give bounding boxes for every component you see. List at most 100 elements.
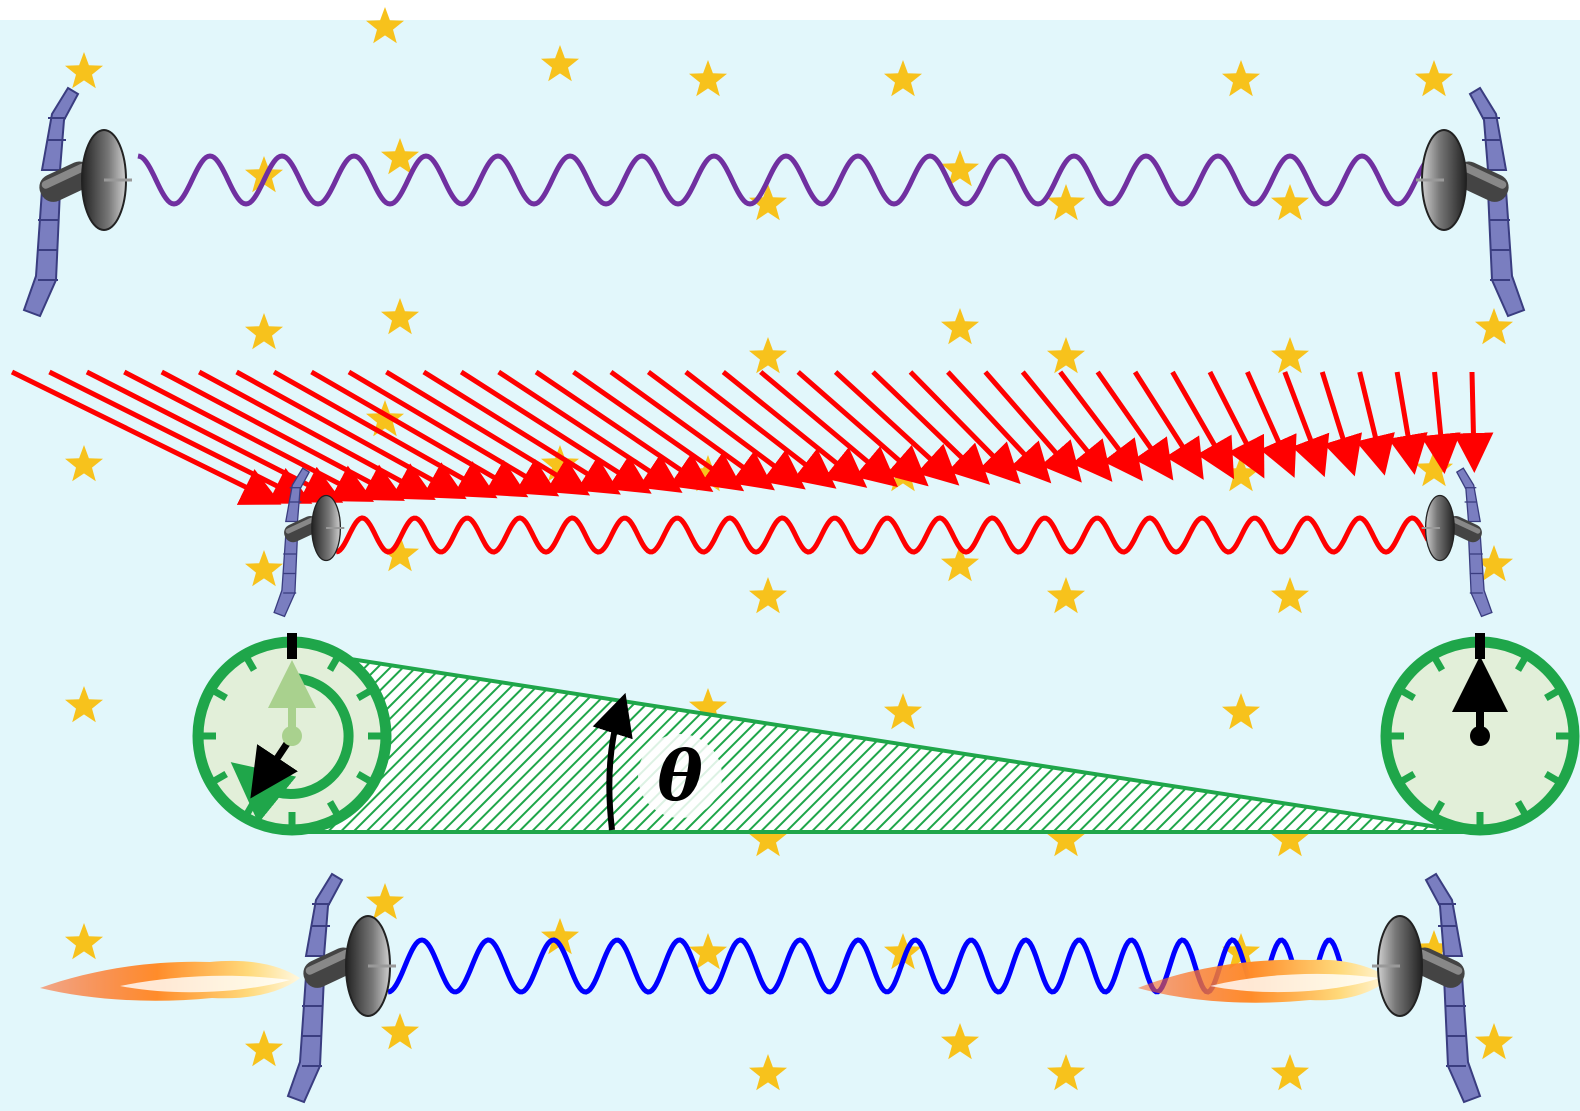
gravity-arrow	[1420, 371, 1461, 474]
gravity-arrow	[908, 370, 1021, 485]
star-icon	[366, 400, 404, 437]
star-icon	[381, 138, 419, 175]
rocket-flame-icon-right	[1138, 959, 1390, 1003]
gravity-arrow	[10, 369, 282, 505]
gravity-arrow	[48, 369, 313, 504]
angle-label: θ	[657, 737, 703, 817]
star-icon	[366, 7, 404, 44]
gravity-arrow	[347, 369, 560, 497]
star-icon	[1271, 577, 1309, 614]
gravity-arrow	[422, 369, 621, 495]
gravity-arrow	[123, 369, 375, 502]
gravity-arrow	[459, 369, 652, 494]
star-icon	[689, 688, 727, 725]
signal-wave-bottom	[387, 937, 1353, 995]
signal-wave-middle	[335, 515, 1431, 555]
gravity-arrow	[871, 370, 991, 485]
gravity-arrow	[197, 369, 436, 501]
star-icon	[65, 52, 103, 89]
star-icon	[1271, 1054, 1309, 1091]
star-icon	[1271, 337, 1309, 374]
gravity-arrow	[1020, 370, 1113, 482]
star-icon	[689, 60, 727, 97]
star-icon	[941, 545, 979, 582]
gravity-arrow	[1058, 370, 1143, 482]
star-icon	[541, 918, 579, 955]
star-icon	[1415, 60, 1453, 97]
star-icon	[941, 1023, 979, 1060]
star-icon	[245, 550, 283, 587]
clock-comparison-panel: θ	[192, 633, 1580, 836]
gravity-arrow	[572, 369, 745, 492]
satellite-icon	[1372, 872, 1482, 1104]
star-icon	[1047, 184, 1085, 221]
gravity-arrow	[1355, 371, 1395, 476]
gravity-arrow	[497, 369, 683, 493]
star-icon	[1415, 930, 1453, 967]
star-icon	[884, 693, 922, 730]
gravity-arrow	[534, 369, 714, 493]
gravity-arrow	[1132, 370, 1204, 480]
star-icon	[884, 933, 922, 970]
satellite-icon	[1416, 86, 1526, 318]
satellite-icon	[22, 86, 132, 318]
star-icon	[749, 1054, 787, 1091]
star-icon	[1475, 308, 1513, 345]
gravity-arrow	[1319, 371, 1362, 477]
star-icon	[1047, 820, 1085, 857]
gravity-arrow	[946, 370, 1052, 484]
clock-icon-left	[192, 633, 392, 836]
gravity-arrows	[10, 369, 1494, 505]
star-icon	[941, 308, 979, 345]
gravity-arrow	[1245, 370, 1297, 478]
gravity-arrow	[310, 369, 529, 498]
gravity-arrow	[1095, 370, 1174, 481]
star-icon	[1222, 693, 1260, 730]
star-icon	[689, 933, 727, 970]
satellite-icon	[286, 872, 396, 1104]
gravity-arrow	[272, 369, 498, 499]
star-icon	[1475, 545, 1513, 582]
star-icon	[749, 184, 787, 221]
star-icon	[749, 577, 787, 614]
gravity-arrow	[646, 369, 806, 490]
clock-icon-right	[1380, 633, 1580, 836]
star-icon	[65, 445, 103, 482]
gravity-arrow	[721, 370, 868, 488]
star-icon	[245, 156, 283, 193]
gravity-arrow	[85, 369, 344, 503]
star-icon	[941, 150, 979, 187]
gravity-arrow	[983, 370, 1082, 483]
angle-arrow	[592, 692, 633, 831]
star-icon	[1047, 1054, 1085, 1091]
star-icon	[1271, 184, 1309, 221]
star-icon	[381, 535, 419, 572]
satellite-icon	[273, 467, 345, 618]
satellite-icon	[1421, 467, 1493, 618]
star-icon	[1222, 60, 1260, 97]
star-icon	[884, 60, 922, 97]
gravity-arrow	[833, 370, 960, 486]
rocket-flame-icon-left	[40, 960, 300, 1001]
star-icon	[65, 686, 103, 723]
gravity-arrow	[759, 370, 898, 488]
gravity-arrow	[1388, 371, 1428, 475]
star-icon	[65, 923, 103, 960]
gravity-arrow	[684, 370, 837, 489]
gravity-arrow	[1170, 370, 1235, 480]
star-icon	[749, 820, 787, 857]
satellites	[22, 86, 1526, 1104]
gravity-arrow	[609, 369, 775, 491]
star-icon	[1047, 337, 1085, 374]
star-icon	[541, 45, 579, 82]
gravity-arrow	[385, 369, 591, 496]
gravity-arrow	[1207, 370, 1265, 479]
star-icon	[381, 298, 419, 335]
star-icon	[381, 1013, 419, 1050]
gravity-arrow	[235, 369, 467, 500]
signal-wave-top	[137, 153, 1434, 207]
gravity-arrow	[796, 370, 929, 487]
star-icon	[1271, 820, 1309, 857]
star-icon	[1047, 577, 1085, 614]
